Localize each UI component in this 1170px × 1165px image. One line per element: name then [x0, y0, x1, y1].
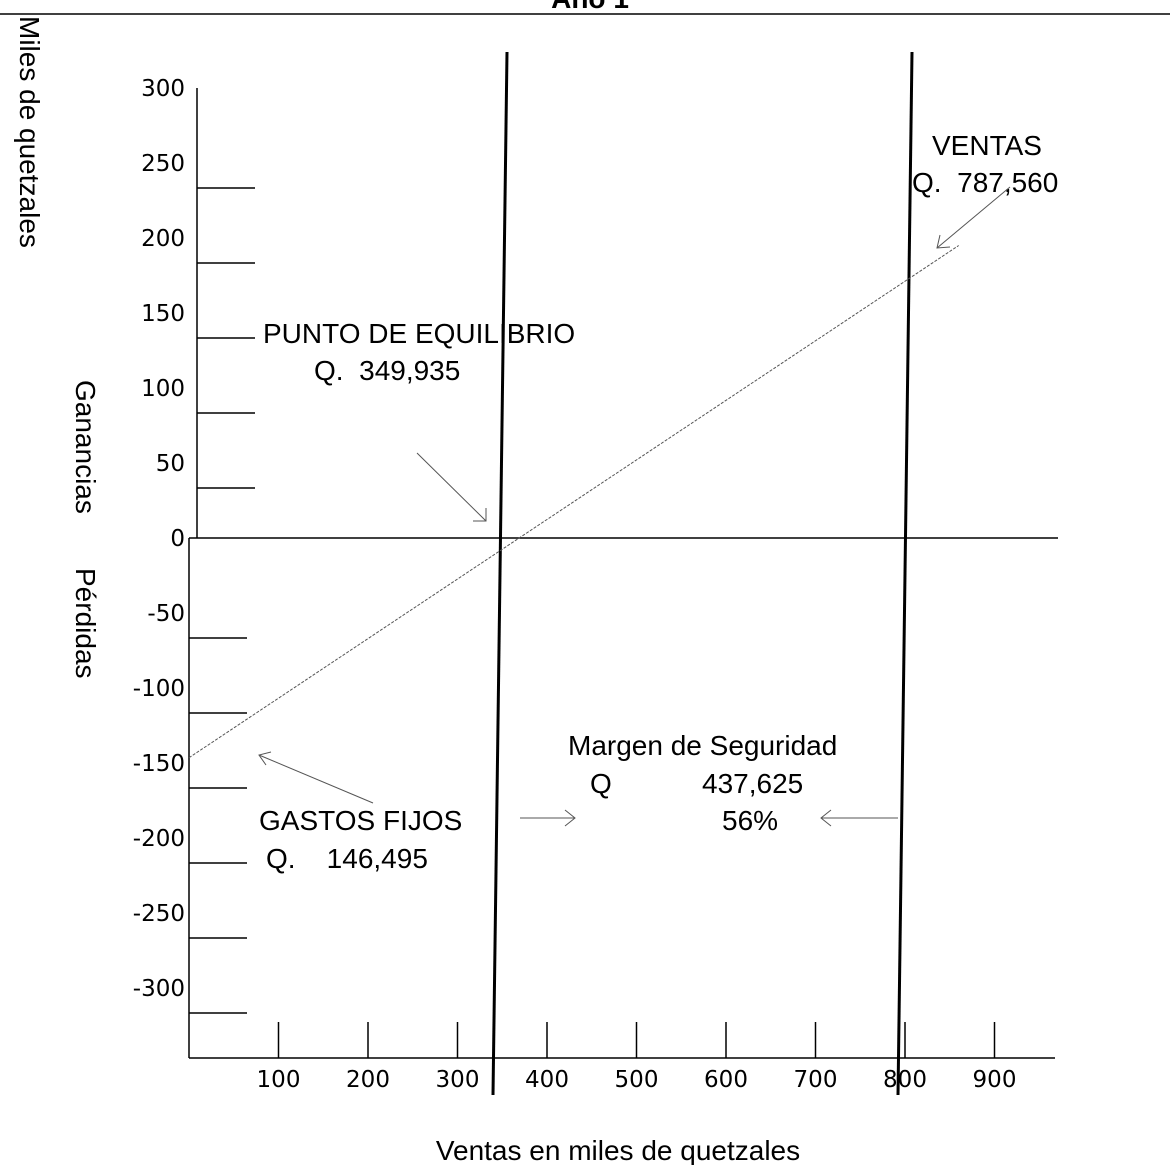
profit-line — [188, 245, 959, 759]
y-tick-label: -250 — [133, 901, 185, 927]
x-tick-label: 100 — [257, 1067, 301, 1093]
y-tick-label: 100 — [141, 376, 185, 402]
sales-vertical-line — [896, 51, 914, 1096]
safety-margin-q: Q — [590, 768, 612, 799]
margin-left-pointing-arrow — [820, 809, 898, 827]
fixed-costs-label: GASTOS FIJOS — [259, 805, 462, 836]
x-ticks: 100 200 300 400 500 600 700 800 900 — [257, 1022, 1017, 1093]
x-tick-label: 700 — [794, 1067, 838, 1093]
breakeven-value: Q. 349,935 — [314, 355, 460, 386]
fixed-costs-value: Q. 146,495 — [266, 843, 428, 874]
sales-arrow — [936, 186, 1011, 249]
y-tick-label: -100 — [133, 676, 185, 702]
y-tick-label: -200 — [133, 826, 185, 852]
y-tick-label: 300 — [141, 76, 185, 102]
y-tick-label: 150 — [141, 301, 185, 327]
x-tick-label: 400 — [525, 1067, 569, 1093]
chart-title: Año 1 — [551, 0, 629, 14]
x-axis-label: Ventas en miles de quetzales — [436, 1135, 800, 1165]
y-tick-label: -50 — [147, 601, 185, 627]
breakeven-arrow — [416, 452, 487, 522]
y-axis-label-outer: Miles de quetzales — [14, 16, 45, 248]
sales-value: Q. 787,560 — [912, 167, 1058, 198]
y-tick-label: 50 — [156, 451, 185, 477]
safety-margin-percent: 56% — [722, 805, 778, 836]
safety-margin-label: Margen de Seguridad — [568, 730, 837, 761]
y-axis-label-perdidas: Pérdidas — [70, 568, 101, 679]
safety-margin-amount: 437,625 — [702, 768, 803, 799]
x-tick-label: 800 — [883, 1067, 927, 1093]
breakeven-vertical-line — [491, 51, 509, 1096]
breakeven-label: PUNTO DE EQUILIBRIO — [263, 318, 575, 349]
fixed-costs-arrow — [258, 751, 374, 804]
sales-label: VENTAS — [932, 130, 1042, 161]
x-tick-label: 200 — [346, 1067, 390, 1093]
x-tick-label: 500 — [615, 1067, 659, 1093]
y-tick-label: 250 — [141, 151, 185, 177]
x-tick-label: 900 — [973, 1067, 1017, 1093]
x-tick-label: 600 — [704, 1067, 748, 1093]
y-ticks: 300 250 200 150 100 50 0 -50 -100 -150 -200 -250 -30… — [133, 76, 255, 1014]
y-tick-label: -300 — [133, 976, 185, 1002]
x-tick-label: 300 — [436, 1067, 480, 1093]
y-tick-label: 0 — [170, 526, 185, 552]
y-axis-label-ganancias: Ganancias — [70, 380, 101, 514]
margin-right-pointing-arrow — [520, 809, 576, 827]
y-tick-label: 200 — [141, 226, 185, 252]
y-tick-label: -150 — [133, 751, 185, 777]
